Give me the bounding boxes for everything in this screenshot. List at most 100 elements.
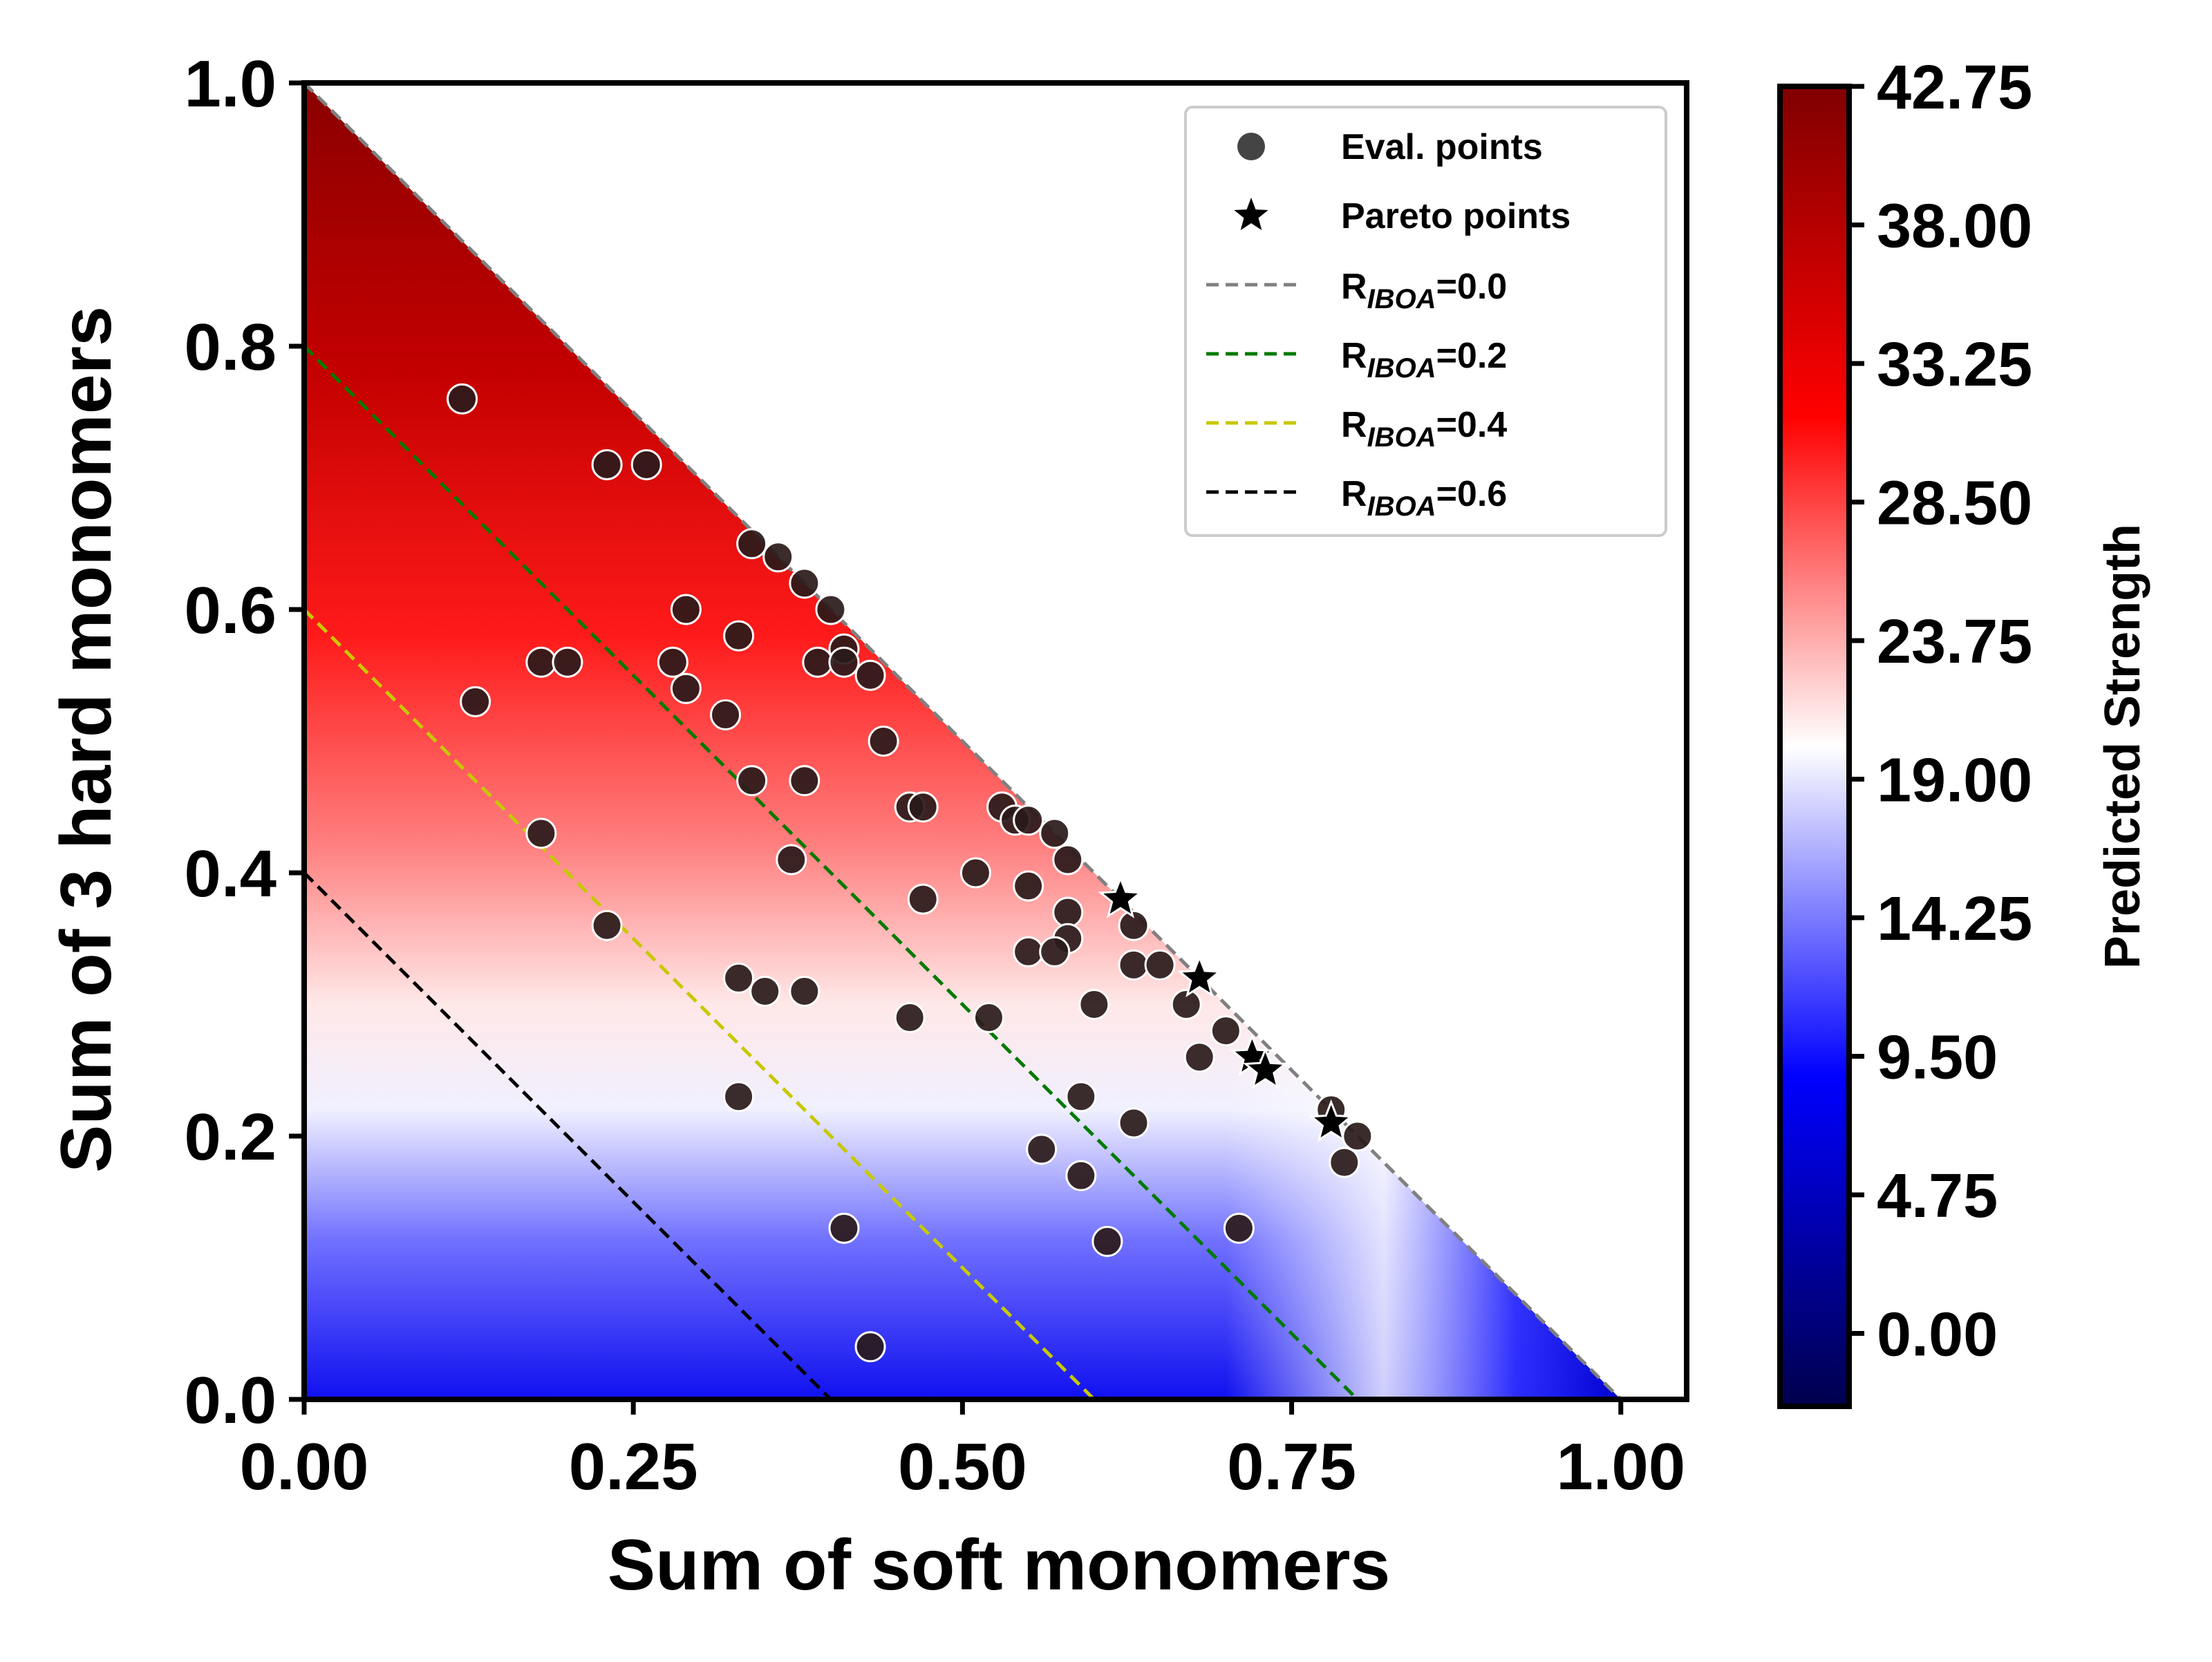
eval-point-62 [854,1331,886,1363]
legend-pareto-marker [1234,198,1268,230]
eval-point-57 [1329,1146,1360,1178]
r-iboa-lines [303,82,1622,1401]
eval-point-59 [828,1212,860,1244]
r-iboa-line-1 [303,345,1359,1401]
eval-point-45 [1078,989,1110,1020]
eval-point-15 [854,659,886,691]
eval-point-13 [802,646,834,678]
eval-point-29 [776,844,807,876]
pareto-points [1098,875,1354,1142]
colorbar-tick-label-1: 38.00 [1877,191,2032,261]
eval-point-40 [1118,949,1150,981]
legend-r06-label: RIBOA=0.6 [1341,474,1507,522]
eval-point-11 [552,646,583,678]
pareto-point-4 [1309,1099,1354,1142]
colorbar-tick-label-3: 28.50 [1877,469,2032,538]
y-tick-label-1: 0.2 [185,1100,276,1174]
eval-point-51 [723,1081,755,1113]
eval-point-60 [1223,1212,1255,1244]
x-tick-label-1: 0.25 [569,1430,698,1504]
legend-pareto-label: Pareto points [1341,196,1571,236]
eval-point-50 [1183,1041,1215,1073]
eval-point-54 [1118,1107,1150,1139]
colorbar-tick-label-2: 33.25 [1877,330,2032,399]
colorbar-tick-label-5: 19.00 [1877,746,2032,815]
eval-point-28 [525,818,557,849]
eval-point-52 [1065,1081,1097,1113]
legend: Eval. points Pareto points RIBOA=0.0 RIB… [1184,106,1667,537]
eval-point-31 [959,857,991,889]
x-tick-label-4: 1.00 [1556,1430,1685,1504]
axes: 0.00 0.25 0.50 0.75 1.00 0.0 0.2 0.4 0.6 0.8 1.0 [185,47,1689,1504]
eval-point-56 [1026,1133,1058,1165]
eval-point-61 [1091,1225,1123,1257]
eval-point-8 [723,620,755,652]
eval-point-7 [670,594,702,625]
colorbar-tick-label-8: 4.75 [1877,1162,1998,1231]
colorbar-tick-label-0: 42.75 [1877,53,2032,122]
eval-point-10 [525,646,557,678]
eval-point-19 [868,726,899,757]
eval-point-44 [789,975,821,1007]
eval-point-46 [1170,989,1202,1020]
pareto-point-0 [1098,875,1143,918]
eval-point-41 [1144,949,1176,981]
eval-point-55 [1342,1120,1374,1152]
y-tick-label-5: 1.0 [185,47,276,121]
eval-point-4 [762,541,794,573]
y-tick-label-4: 0.8 [185,310,276,384]
eval-point-16 [670,672,702,704]
pareto-point-1 [1177,954,1222,998]
eval-point-38 [1013,936,1044,967]
eval-point-3 [736,528,768,560]
eval-point-47 [894,1002,926,1034]
eval-point-32 [1013,870,1044,902]
eval-point-48 [973,1002,1004,1034]
eval-point-33 [907,883,939,915]
x-tick-label-3: 0.75 [1227,1430,1356,1504]
legend-r04-label: RIBOA=0.4 [1341,405,1507,453]
x-tick-label-2: 0.50 [898,1430,1027,1504]
eval-point-14 [828,646,860,678]
eval-point-12 [657,646,688,678]
x-axis-title: Sum of soft monomers [608,1525,1391,1605]
eval-point-1 [591,448,623,480]
eval-point-58 [1065,1160,1097,1191]
colorbar-tick-label-7: 9.50 [1877,1023,1998,1092]
eval-point-20 [736,765,768,797]
r-iboa-line-2 [303,608,1096,1401]
colorbar-tick-label-9: 0.00 [1877,1300,1998,1369]
legend-box [1184,106,1667,537]
y-axis-title: Sum of 3 hard monomers [46,306,126,1173]
legend-r00-label: RIBOA=0.0 [1341,267,1507,314]
x-tick-label-0: 0.00 [240,1430,369,1504]
eval-point-27 [1039,818,1071,849]
eval-point-42 [723,962,755,994]
eval-point-17 [460,686,491,717]
colorbar-title: Predicted Strength [2095,524,2150,969]
pareto-point-3 [1243,1046,1288,1090]
eval-point-6 [815,594,847,625]
colorbar-gradient [1777,84,1852,1409]
r-iboa-line-3 [303,871,832,1401]
eval-points [447,383,1374,1363]
eval-point-18 [710,699,742,730]
y-tick-label-0: 0.0 [185,1363,276,1437]
eval-point-30 [1052,844,1084,876]
eval-point-26 [1013,804,1044,836]
y-tick-label-2: 0.4 [185,837,276,911]
eval-point-36 [591,909,623,941]
eval-point-35 [1118,909,1150,941]
eval-point-39 [1039,936,1071,967]
eval-point-49 [1210,1015,1241,1047]
eval-point-21 [789,765,821,797]
colorbar-tick-label-4: 23.75 [1877,607,2032,677]
legend-r02-label: RIBOA=0.2 [1341,336,1507,384]
eval-point-23 [907,791,939,823]
eval-point-0 [447,383,478,415]
legend-eval-label: Eval. points [1341,127,1543,167]
eval-point-34 [1052,896,1084,928]
r-iboa-line-0 [303,82,1622,1401]
